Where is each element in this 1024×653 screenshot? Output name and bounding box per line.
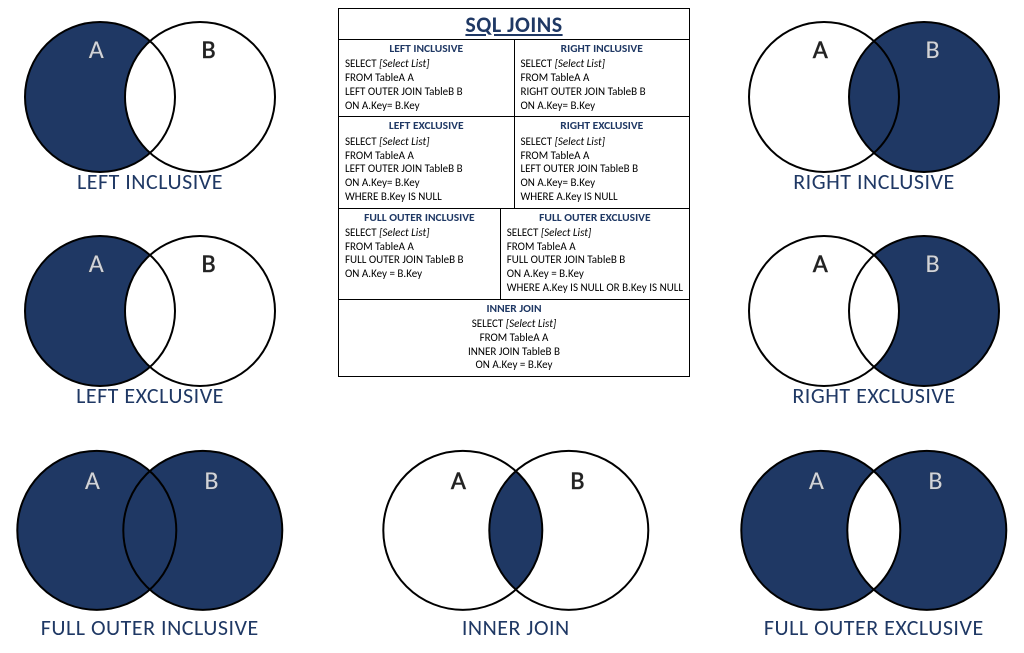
venn-label-a: A	[809, 464, 824, 496]
sql-line: FROM TableA A	[345, 71, 508, 85]
cell-heading: RIGHT EXCLUSIVE	[521, 119, 684, 133]
table-cell: LEFT INCLUSIVESELECT [Select List]FROM T…	[339, 40, 514, 116]
venn-label-a: A	[813, 33, 828, 65]
table-row: INNER JOINSELECT [Select List]FROM Table…	[339, 300, 689, 376]
sql-line: WHERE A.Key IS NULL OR B.Key IS NULL	[507, 281, 683, 295]
cell-heading: RIGHT INCLUSIVE	[521, 42, 684, 56]
sql-line: SELECT [Select List]	[521, 57, 684, 71]
venn-caption: INNER JOIN	[378, 614, 654, 641]
venn-label-b: B	[928, 464, 942, 496]
venn-inner-join: A B INNER JOIN	[378, 436, 654, 646]
sql-joins-infographic: A B LEFT INCLUSIVE A B LEFT EXCLUSIVE A B FULL O…	[0, 0, 1024, 653]
sql-line: SELECT [Select List]	[521, 135, 684, 149]
table-row: LEFT EXCLUSIVESELECT [Select List]FROM T…	[339, 117, 689, 208]
table-cell: RIGHT INCLUSIVESELECT [Select List]FROM …	[514, 40, 690, 116]
venn-right-exclusive: A B RIGHT EXCLUSIVE	[744, 222, 1004, 422]
sql-line: ON A.Key= B.Key	[345, 99, 508, 113]
sql-line: LEFT OUTER JOIN TableB B	[521, 162, 684, 176]
sql-line: FULL OUTER JOIN TableB B	[345, 253, 494, 267]
venn-label-a: A	[89, 33, 104, 65]
venn-caption: FULL OUTER INCLUSIVE	[12, 614, 288, 641]
venn-caption: RIGHT INCLUSIVE	[744, 168, 1004, 195]
venn-label-b: B	[926, 247, 940, 279]
venn-label-b: B	[204, 464, 218, 496]
venn-label-a: A	[89, 247, 104, 279]
sql-line: ON A.Key = B.Key	[345, 267, 494, 281]
sql-line: RIGHT OUTER JOIN TableB B	[521, 85, 684, 99]
venn-left-exclusive: A B LEFT EXCLUSIVE	[20, 222, 280, 422]
venn-caption: LEFT EXCLUSIVE	[20, 382, 280, 409]
sql-line: ON A.Key = B.Key	[345, 358, 683, 372]
sql-line: FROM TableA A	[345, 240, 494, 254]
cell-heading: INNER JOIN	[345, 302, 683, 316]
table-cell: INNER JOINSELECT [Select List]FROM Table…	[339, 300, 689, 376]
sql-line: FROM TableA A	[507, 240, 683, 254]
sql-line: ON A.Key= B.Key	[345, 176, 508, 190]
table-cell: RIGHT EXCLUSIVE SELECT [Select List]FROM …	[514, 117, 690, 207]
venn-label-b: B	[570, 464, 584, 496]
venn-caption: FULL OUTER EXCLUSIVE	[736, 614, 1012, 641]
sql-line: ON A.Key = B.Key	[507, 267, 683, 281]
sql-line: FROM TableA A	[521, 71, 684, 85]
venn-caption: LEFT INCLUSIVE	[20, 168, 280, 195]
venn-label-a: A	[451, 464, 466, 496]
sql-line: SELECT [Select List]	[507, 226, 683, 240]
venn-label-a: A	[813, 247, 828, 279]
venn-full-outer-exclusive: A B FULL OUTER EXCLUSIVE	[736, 436, 1012, 646]
cell-heading: FULL OUTER EXCLUSIVE	[507, 211, 683, 225]
sql-line: SELECT [Select List]	[345, 135, 508, 149]
sql-line: LEFT OUTER JOIN TableB B	[345, 85, 508, 99]
table-cell: FULL OUTER INCLUSIVESELECT [Select List]…	[339, 209, 500, 299]
sql-line: INNER JOIN TableB B	[345, 345, 683, 359]
cell-heading: LEFT EXCLUSIVE	[345, 119, 508, 133]
venn-label-b: B	[926, 33, 940, 65]
sql-line: ON A.Key= B.Key	[521, 99, 684, 113]
venn-right-inclusive: A B RIGHT INCLUSIVE	[744, 8, 1004, 208]
sql-line: WHERE B.Key IS NULL	[345, 190, 508, 204]
sql-line: ON A.Key= B.Key	[521, 176, 684, 190]
table-row: FULL OUTER INCLUSIVESELECT [Select List]…	[339, 209, 689, 300]
sql-line: FROM TableA A	[521, 149, 684, 163]
venn-label-b: B	[202, 33, 216, 65]
cell-heading: FULL OUTER INCLUSIVE	[345, 211, 494, 225]
table-cell: FULL OUTER EXCLUSIVESELECT [Select List]…	[500, 209, 689, 299]
sql-reference-table: SQL JOINSLEFT INCLUSIVESELECT [Select Li…	[338, 8, 690, 377]
table-cell: LEFT EXCLUSIVE SELECT [Select List]FROM T…	[339, 117, 514, 207]
sql-line: FULL OUTER JOIN TableB B	[507, 253, 683, 267]
table-row: LEFT INCLUSIVESELECT [Select List]FROM T…	[339, 40, 689, 117]
venn-full-outer-inclusive: A B FULL OUTER INCLUSIVE	[12, 436, 288, 646]
sql-line: SELECT [Select List]	[345, 317, 683, 331]
venn-label-b: B	[202, 247, 216, 279]
venn-caption: RIGHT EXCLUSIVE	[744, 382, 1004, 409]
venn-left-inclusive: A B LEFT INCLUSIVE	[20, 8, 280, 208]
sql-line: SELECT [Select List]	[345, 226, 494, 240]
sql-line: SELECT [Select List]	[345, 57, 508, 71]
table-title: SQL JOINS	[339, 9, 689, 40]
venn-label-a: A	[85, 464, 100, 496]
sql-line: WHERE A.Key IS NULL	[521, 190, 684, 204]
cell-heading: LEFT INCLUSIVE	[345, 42, 508, 56]
sql-line: LEFT OUTER JOIN TableB B	[345, 162, 508, 176]
sql-line: FROM TableA A	[345, 331, 683, 345]
sql-line: FROM TableA A	[345, 149, 508, 163]
